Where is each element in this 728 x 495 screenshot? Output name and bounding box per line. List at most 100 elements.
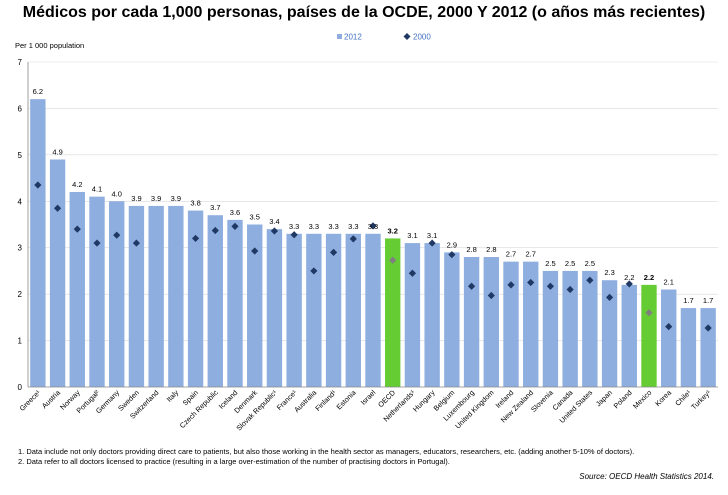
bar [700, 308, 716, 387]
bar [503, 261, 519, 387]
legend-swatch-2012 [337, 34, 342, 39]
bar [148, 205, 164, 387]
footnote-2: 2. Data refer to all doctors licensed to… [18, 457, 450, 466]
marker-2000 [546, 282, 555, 290]
bar [345, 233, 361, 387]
bar-value-labels: 6.2 4.9 4.2 4.1 4.0 3.9 3.9 3.9 3.8 3.7 3.6 3.5 3.4 3… [33, 87, 714, 305]
marker-2000 [704, 324, 712, 332]
bars-2012 [30, 99, 716, 388]
footnote-1: 1. Data include not only doctors providi… [18, 447, 635, 456]
bar [641, 284, 657, 387]
bar [266, 229, 283, 387]
y-axis-label: Per 1 000 population [15, 41, 84, 50]
marker-2000 [645, 309, 653, 317]
marker-2000 [349, 235, 357, 243]
x-tick-label: Poland [612, 388, 634, 410]
legend-label-2000: 2000 [413, 33, 431, 42]
x-axis-labels: Greece¹AustriaNorwayPortugal²GermanySwed… [18, 388, 713, 433]
bar-value-label: 3.6 [230, 208, 240, 217]
marker-2000 [270, 227, 279, 235]
x-tick-label: Hungary [411, 388, 437, 414]
bar [187, 210, 204, 387]
x-tick-label: Turkey¹ [689, 388, 713, 412]
bar [523, 261, 539, 387]
chart-title: Médicos por cada 1,000 personas, países … [22, 4, 706, 21]
bar-value-label: 1.7 [683, 296, 693, 305]
bar [424, 243, 440, 387]
bar [463, 257, 480, 387]
bar-value-label: 4.9 [52, 148, 62, 157]
bar-value-label: 3.3 [309, 222, 319, 231]
x-tick-label: Japan [594, 388, 614, 408]
marker-2000 [113, 231, 121, 239]
markers-2000 [34, 181, 712, 332]
marker-2000 [191, 234, 200, 243]
x-tick-label: Mexico [631, 388, 653, 410]
bar-value-label: 3.1 [407, 231, 417, 240]
bar [542, 270, 559, 387]
bar [404, 243, 421, 387]
source-note: Source: OECD Health Statistics 2014. [579, 472, 714, 481]
marker-2000 [310, 267, 318, 275]
x-tick-label: Korea [653, 388, 673, 408]
y-tick-label: 7 [18, 58, 23, 67]
bar [562, 270, 578, 387]
marker-2000 [329, 248, 338, 256]
bar-value-label: 2.5 [565, 259, 575, 268]
bar-value-label: 3.8 [190, 199, 200, 208]
marker-2000 [231, 222, 239, 230]
marker-2000 [93, 239, 101, 247]
bar [49, 159, 66, 387]
y-tick-label: 4 [18, 197, 23, 206]
bar [247, 224, 263, 387]
bar [365, 233, 381, 387]
bar [680, 308, 697, 387]
marker-2000 [73, 225, 81, 233]
bar [286, 233, 302, 387]
y-tick-label: 3 [18, 244, 23, 253]
bar-value-label: 3.2 [387, 226, 397, 235]
x-tick-label: Estonia [334, 388, 357, 411]
bar [325, 233, 342, 387]
bar-value-label: 3.9 [171, 194, 181, 203]
bar-value-label: 3.1 [427, 231, 437, 240]
bar-value-label: 2.1 [663, 278, 673, 287]
bar [621, 284, 637, 387]
bar-value-label: 2.2 [644, 273, 654, 282]
x-tick-label: Finland¹ [313, 388, 338, 413]
marker-2000 [487, 291, 495, 300]
bar [109, 201, 125, 387]
bar-value-label: 4.1 [92, 185, 102, 194]
bar-value-label: 3.3 [368, 222, 378, 231]
marker-2000 [467, 282, 476, 290]
bar-value-label: 3.3 [289, 222, 299, 231]
bar-value-label: 2.8 [466, 245, 476, 254]
y-tick-label: 2 [18, 290, 23, 299]
bar [582, 270, 598, 387]
bar-value-label: 6.2 [33, 87, 43, 96]
y-tick-label: 5 [18, 151, 23, 160]
marker-2000 [428, 239, 436, 247]
bar-value-label: 2.7 [525, 250, 535, 259]
bar-value-label: 2.7 [506, 250, 516, 259]
marker-2000 [389, 256, 397, 264]
y-tick-label: 1 [18, 337, 23, 346]
bar-value-label: 4.0 [111, 189, 121, 198]
bar [483, 257, 499, 387]
bar [385, 238, 401, 387]
x-tick-label: Israel [359, 388, 378, 407]
legend: 2012 2000 [337, 33, 431, 42]
bar [207, 215, 223, 387]
bar-value-label: 2.5 [585, 259, 595, 268]
bar-value-label: 3.3 [348, 222, 358, 231]
marker-2000 [448, 251, 456, 259]
marker-2000 [586, 276, 594, 284]
bar-value-label: 3.4 [269, 217, 279, 226]
bar-value-label: 4.2 [72, 180, 82, 189]
marker-2000 [625, 280, 633, 288]
marker-2000 [34, 181, 42, 189]
bar [128, 205, 145, 387]
legend-marker-2000 [403, 33, 411, 40]
x-tick-label: Slovenia [529, 388, 555, 414]
